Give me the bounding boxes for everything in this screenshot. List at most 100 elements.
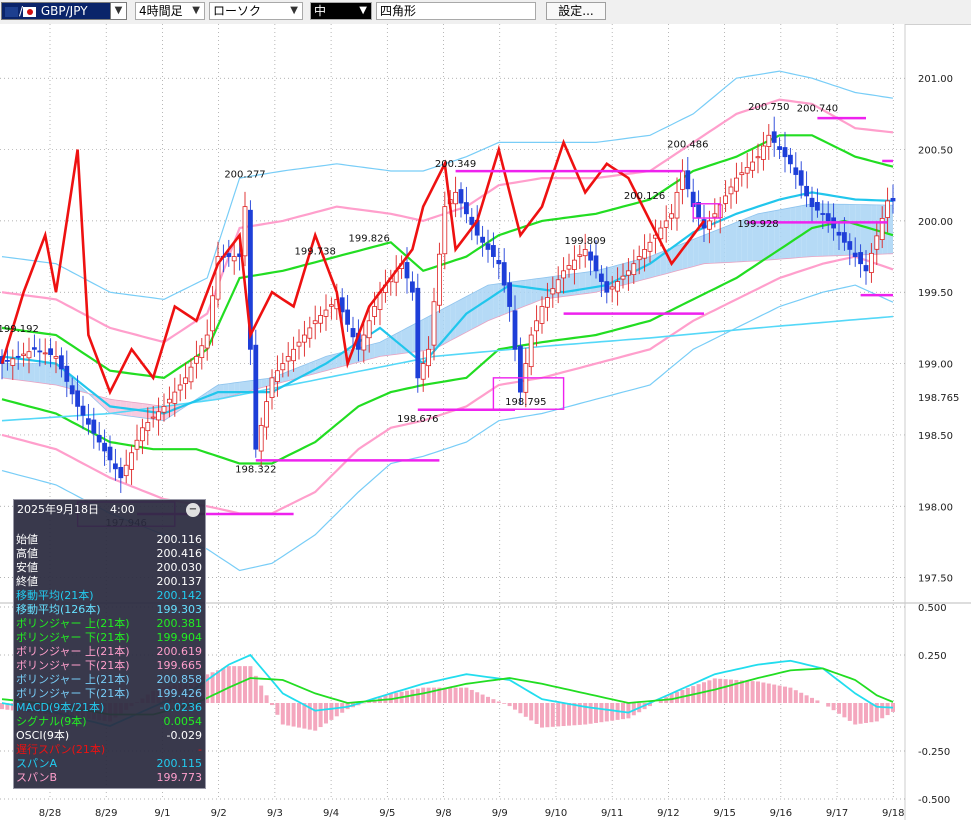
ichimoku-cloud <box>471 290 478 330</box>
osci-bar <box>567 703 571 726</box>
minus-icon[interactable]: − <box>186 503 200 517</box>
osci-bar <box>739 680 744 703</box>
lagging-span-line <box>0 138 706 396</box>
price-annotation: 199.192 <box>0 324 39 335</box>
info-value: 200.619 <box>156 645 203 658</box>
candle-body <box>42 352 48 355</box>
candle-body <box>555 279 561 294</box>
ma126-line <box>1 315 894 422</box>
ichimoku-cloud <box>644 256 650 280</box>
candle-body <box>782 147 788 158</box>
osci-bar <box>815 700 820 703</box>
ichimoku-cloud <box>50 363 56 385</box>
x-tick-label: 9/16 <box>770 808 792 819</box>
osci-bar <box>810 697 814 703</box>
candle-body <box>561 270 566 279</box>
candle-body <box>129 452 135 470</box>
candle-body <box>458 189 464 204</box>
osci-bar <box>507 703 512 707</box>
symbol-dropdown-chevron-icon[interactable]: ▼ <box>110 2 127 20</box>
price-tick-label: 201.00 <box>918 74 953 85</box>
osci-bar <box>302 703 307 729</box>
osci-bar <box>367 701 372 703</box>
ichimoku-cloud <box>817 203 823 257</box>
candle-body <box>296 341 302 347</box>
candle-body <box>231 256 237 262</box>
price-annotation: 198.795 <box>505 397 546 408</box>
candle-body <box>274 370 280 382</box>
candle-body <box>858 252 863 265</box>
candle-body <box>156 411 162 421</box>
osci-bar <box>572 703 577 726</box>
candle-body <box>874 235 880 250</box>
info-label: 移動平均(126本) <box>16 603 101 616</box>
osci-bar <box>307 703 312 730</box>
ichimoku-cloud <box>650 254 656 278</box>
drawing-shape-field[interactable]: 四角形 <box>376 2 536 20</box>
info-label: ボリンジャー 上(21本) <box>16 645 130 658</box>
ichimoku-cloud <box>785 207 791 259</box>
candle-body <box>480 236 486 243</box>
candle-body <box>350 328 356 338</box>
info-label: OSCI(9本) <box>16 729 70 742</box>
bollinger-2-lower-line <box>1 255 894 515</box>
osci-bar <box>756 681 760 703</box>
candle-body <box>26 351 32 359</box>
osci-bar <box>534 703 539 724</box>
x-tick-label: 9/2 <box>211 808 227 819</box>
chevron-down-icon: ▼ <box>290 5 298 16</box>
size-select[interactable]: 中 ▼ <box>310 2 372 20</box>
osci-bar <box>464 687 469 703</box>
osci-bar <box>313 703 318 731</box>
candle-body <box>177 384 183 391</box>
x-tick-label: 9/9 <box>492 808 508 819</box>
candle-body <box>123 464 129 477</box>
ichimoku-cloud <box>693 237 699 267</box>
candle-body <box>420 363 426 380</box>
candle-body <box>626 270 631 276</box>
settings-button[interactable]: 設定... <box>546 2 606 20</box>
candle-body <box>361 334 367 351</box>
info-value: -0.029 <box>166 729 202 742</box>
ichimoku-cloud <box>698 235 704 266</box>
candle-body <box>842 232 847 243</box>
bollinger-3-upper-line <box>1 70 894 301</box>
osci-bar <box>291 703 296 727</box>
info-row: シグナル(9本) 0.0054 <box>16 715 202 728</box>
osci-bar <box>421 687 426 703</box>
candle-body <box>291 348 297 362</box>
symbol-select[interactable]: / GBP/JPY <box>1 2 127 20</box>
candle-body <box>442 206 448 255</box>
candle-body <box>5 359 10 362</box>
info-row: 安値 200.030 <box>16 561 202 574</box>
ichimoku-cloud <box>228 382 235 397</box>
candle-body <box>631 263 637 276</box>
candle-body <box>798 170 804 186</box>
osci-bar <box>858 703 863 724</box>
osci-bar <box>761 682 766 703</box>
price-tick-label: 199.00 <box>918 360 953 371</box>
info-value: 200.116 <box>156 533 203 546</box>
candle-body <box>869 252 874 273</box>
current-price-label: 198.765 <box>918 393 959 404</box>
x-tick-label: 9/12 <box>657 808 679 819</box>
info-value: 200.858 <box>156 673 203 686</box>
timeframe-select[interactable]: 4時間足 ▼ <box>135 2 205 20</box>
info-label: ボリンジャー 下(21本) <box>16 687 130 700</box>
ichimoku-cloud <box>439 307 445 347</box>
chart-type-select[interactable]: ローソク ▼ <box>209 2 303 20</box>
x-tick-label: 9/10 <box>545 808 567 819</box>
info-row: ボリンジャー 上(21本) 200.619 <box>16 645 202 658</box>
info-row: ボリンジャー 下(21本) 199.904 <box>16 631 202 644</box>
candle-body <box>91 419 97 434</box>
osci-bar <box>885 703 890 716</box>
ichimoku-cloud <box>741 218 748 262</box>
candle-body <box>588 251 593 261</box>
candle-body <box>59 355 64 370</box>
osci-bar <box>750 681 755 703</box>
osci-bar <box>550 703 555 727</box>
ichimoku-cloud <box>374 342 380 358</box>
osci-bar <box>324 703 328 724</box>
osci-bar <box>658 699 663 703</box>
candle-body <box>545 297 550 308</box>
